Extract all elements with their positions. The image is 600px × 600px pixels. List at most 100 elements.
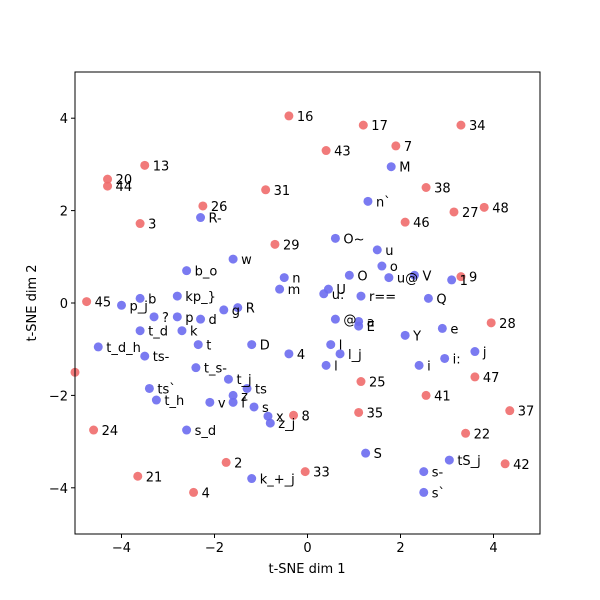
- data-point: [223, 374, 233, 384]
- data-point: [279, 273, 289, 283]
- point-label: t_d: [148, 325, 168, 340]
- point-label: b: [148, 292, 156, 307]
- data-point: [409, 270, 419, 280]
- point-label: M: [399, 161, 410, 176]
- data-point: [89, 425, 99, 435]
- data-point: [479, 202, 489, 212]
- data-point: [103, 181, 113, 191]
- data-point: [437, 323, 447, 333]
- point-label: Y: [412, 329, 421, 344]
- point-label: l_j: [348, 348, 362, 363]
- point-label: j: [482, 346, 487, 361]
- point-label: 37: [518, 405, 535, 420]
- data-point: [321, 360, 331, 370]
- data-point: [361, 448, 371, 458]
- data-point: [189, 487, 199, 497]
- point-label: 44: [116, 180, 133, 195]
- point-label: t_s-: [204, 362, 227, 377]
- data-point: [177, 326, 187, 336]
- data-point: [228, 254, 238, 264]
- data-point: [377, 261, 387, 271]
- point-label: 28: [499, 317, 516, 332]
- data-point: [135, 293, 145, 303]
- data-point: [461, 428, 471, 438]
- y-axis-label: t-SNE dim 2: [25, 264, 40, 341]
- data-point: [419, 467, 429, 477]
- data-point: [284, 111, 294, 121]
- data-point: [354, 407, 364, 417]
- data-point: [289, 410, 299, 420]
- data-point: [196, 213, 206, 223]
- point-label: s-: [432, 466, 444, 481]
- point-label: S: [374, 447, 382, 462]
- data-point: [505, 406, 515, 416]
- point-label: 3: [148, 218, 156, 233]
- data-point: [326, 340, 336, 350]
- x-tick-label: −2: [205, 541, 224, 556]
- point-label: 29: [283, 238, 300, 253]
- point-label: k_+_j: [260, 473, 295, 488]
- data-point: [391, 141, 401, 151]
- data-point: [363, 196, 373, 206]
- data-point: [249, 402, 259, 412]
- x-tick-label: 2: [396, 541, 404, 556]
- point-label: Q: [436, 292, 446, 307]
- data-point: [470, 347, 480, 357]
- point-label: n`: [376, 195, 391, 210]
- point-label: i:: [453, 352, 461, 367]
- point-label: t_j: [236, 373, 251, 388]
- data-point: [444, 455, 454, 465]
- point-label: z: [241, 389, 248, 404]
- data-point: [233, 303, 243, 313]
- point-label: x: [276, 410, 284, 425]
- point-label: u: [385, 244, 393, 259]
- point-label: 17: [371, 119, 388, 134]
- data-point: [205, 397, 215, 407]
- point-label: s`: [432, 486, 445, 501]
- data-point: [400, 330, 410, 340]
- point-label: R: [246, 302, 255, 317]
- data-point: [172, 291, 182, 301]
- data-point: [319, 289, 329, 299]
- y-axis-ticks: −4 −2 0 2 4: [49, 112, 75, 497]
- data-point: [144, 383, 154, 393]
- data-point: [117, 300, 126, 310]
- point-label: i: [427, 359, 431, 374]
- point-label: g: [232, 304, 240, 319]
- data-point: [421, 390, 431, 400]
- data-point: [440, 353, 450, 363]
- point-label: ts`: [157, 382, 175, 397]
- data-point: [247, 474, 257, 484]
- data-point: [330, 314, 340, 324]
- point-label: 4: [202, 486, 210, 501]
- point-label: 16: [297, 110, 314, 125]
- point-label: 13: [153, 159, 170, 174]
- data-point: [400, 217, 410, 227]
- data-point: [196, 314, 206, 324]
- data-point: [275, 284, 285, 294]
- point-label: f: [241, 396, 246, 411]
- x-axis-ticks: −4 −2 0 2 4: [112, 534, 498, 556]
- data-point: [500, 459, 510, 469]
- x-tick-label: −4: [112, 541, 131, 556]
- data-point: [191, 363, 201, 373]
- data-point: [93, 342, 103, 352]
- point-label: 8: [302, 409, 310, 424]
- point-label: v: [218, 396, 226, 411]
- point-label: 24: [102, 424, 119, 439]
- data-point: [242, 383, 252, 393]
- point-label: ts: [255, 382, 267, 397]
- data-point: [372, 245, 382, 255]
- data-point: [284, 349, 294, 359]
- point-label: p: [185, 311, 193, 326]
- data-point: [135, 219, 145, 229]
- point-label: 22: [474, 427, 491, 442]
- y-tick-label: −2: [49, 389, 68, 404]
- point-label: 2: [234, 456, 242, 471]
- data-point: [344, 270, 354, 280]
- data-point: [470, 372, 480, 382]
- point-label: 41: [434, 389, 451, 404]
- point-label: t: [206, 339, 211, 354]
- data-point: [261, 185, 271, 195]
